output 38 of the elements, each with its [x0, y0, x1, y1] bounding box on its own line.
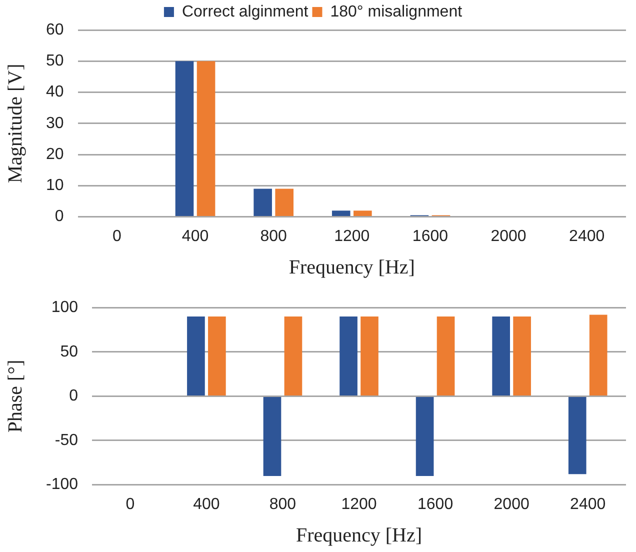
x-tick-label: 2000: [490, 228, 526, 245]
x-tick-label: 0: [126, 496, 135, 513]
bar: [275, 188, 294, 216]
x-tick-label: 400: [193, 496, 220, 513]
bar: [196, 61, 216, 216]
x-tick-label: 1200: [341, 496, 377, 513]
y-tick-label: 0: [69, 388, 78, 405]
y-axis-title: Phase [°]: [4, 360, 26, 433]
y-tick-label: 10: [46, 177, 64, 194]
y-tick-label: 50: [46, 52, 64, 70]
legend-label: Correct alginment: [182, 3, 309, 20]
x-tick-label: 0: [112, 228, 122, 245]
x-axis-title: Frequency [Hz]: [288, 256, 415, 278]
x-tick-label: 2400: [569, 228, 605, 245]
y-tick-label: -50: [54, 432, 78, 449]
y-axis-title: Magnitude [V]: [4, 64, 26, 184]
legend-label: 180° misalignment: [330, 3, 463, 20]
x-tick-label: 2000: [494, 496, 530, 513]
y-tick-label: -100: [46, 476, 78, 494]
y-tick-label: 50: [60, 343, 78, 360]
y-tick-label: 100: [51, 299, 78, 316]
y-tick-label: 20: [46, 146, 64, 163]
x-tick-label: 1200: [334, 228, 370, 245]
y-tick-label: 30: [46, 114, 64, 132]
bar: [175, 61, 194, 216]
y-tick-label: 40: [46, 84, 64, 101]
x-tick-label: 1600: [417, 496, 454, 513]
x-tick-label: 400: [182, 228, 209, 245]
x-tick-label: 800: [269, 496, 296, 513]
bar: [354, 210, 372, 216]
y-tick-label: 0: [54, 208, 64, 226]
x-axis-title: Frequency [Hz]: [296, 524, 422, 546]
bar: [332, 210, 350, 216]
bar: [254, 188, 272, 216]
y-tick-label: 60: [46, 21, 64, 38]
x-tick-label: 800: [260, 228, 288, 245]
x-tick-label: 2400: [570, 496, 606, 513]
x-tick-label: 1600: [412, 228, 448, 245]
